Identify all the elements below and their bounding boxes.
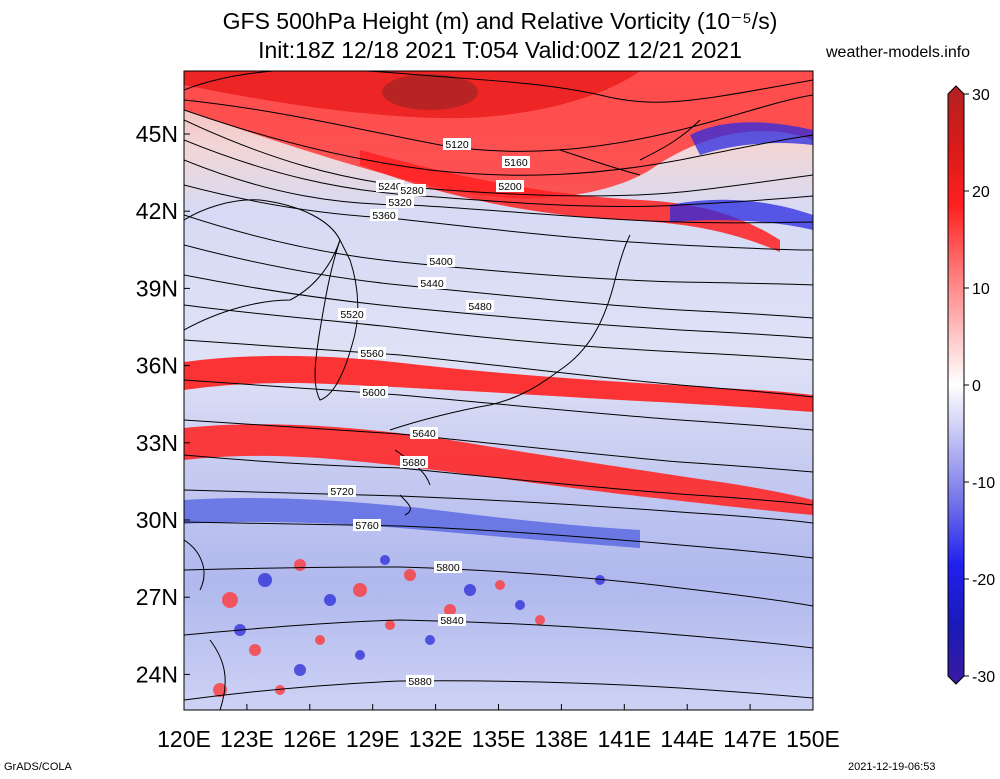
contour-label: 5240	[378, 181, 402, 193]
chart-subtitle: Init:18Z 12/18 2021 T:054 Valid:00Z 12/2…	[258, 37, 742, 63]
colorbar-tick-label: -20	[972, 572, 995, 589]
contour-label-bg	[418, 277, 446, 289]
colorbar-tick-label: -10	[972, 475, 995, 492]
contour-label: 5160	[504, 157, 528, 169]
x-tick-label: 126E	[283, 726, 337, 752]
y-axis: 45N 42N 39N 36N 33N 30N 27N 24N	[136, 121, 190, 687]
colorbar-tick-label: -30	[972, 669, 995, 686]
contour-label: 5760	[355, 520, 379, 532]
contour-label: 5120	[445, 139, 469, 151]
contour-label-bg	[496, 180, 524, 192]
contour-label-bg	[443, 138, 471, 150]
colorbar-tick-label: 0	[972, 378, 981, 395]
contour-label: 5680	[402, 457, 426, 469]
contour-label-bg	[398, 184, 426, 196]
contour-label: 5520	[340, 309, 364, 321]
x-axis: 120E 123E 126E 129E 132E 135E 138E 141E 144E 147E…	[157, 704, 840, 752]
contour-label: 5360	[372, 210, 396, 222]
contour-label: 5200	[498, 181, 522, 193]
x-tick-label: 141E	[597, 726, 651, 752]
contour-label-bg	[370, 209, 398, 221]
y-tick-label: 30N	[136, 507, 178, 533]
contour-label-bg	[360, 386, 388, 398]
footer-software: GrADS/COLA	[4, 761, 72, 773]
site-label: weather-models.info	[826, 44, 971, 61]
contour-label: 5440	[420, 278, 444, 290]
x-tick-label: 129E	[346, 726, 400, 752]
contour-label-bg	[502, 156, 530, 168]
colorbar-tick-label: 30	[972, 87, 990, 104]
contour-label-bg	[406, 675, 434, 687]
x-tick-label: 120E	[157, 726, 211, 752]
vorticity-field	[184, 71, 813, 710]
x-tick-label: 123E	[220, 726, 274, 752]
contour-label-bg	[427, 255, 455, 267]
contour-label: 5560	[360, 348, 384, 360]
contour-label-bg	[400, 456, 428, 468]
contour-label: 5880	[408, 676, 432, 688]
y-tick-label: 45N	[136, 121, 178, 147]
contour-label-bg	[466, 300, 494, 312]
contour-label: 5840	[440, 615, 464, 627]
x-tick-label: 147E	[723, 726, 777, 752]
contour-label: 5720	[330, 486, 354, 498]
colorbar-tick-label: 20	[972, 184, 990, 201]
y-tick-label: 24N	[136, 661, 178, 687]
contour-label: 5600	[362, 387, 386, 399]
contour-label-bg	[386, 196, 414, 208]
contour-label-bg	[376, 180, 404, 192]
x-tick-label: 150E	[786, 726, 840, 752]
contour-label: 5280	[400, 185, 424, 197]
contour-label: 5400	[429, 256, 453, 268]
x-tick-label: 138E	[535, 726, 589, 752]
y-tick-label: 36N	[136, 353, 178, 379]
contour-label: 5800	[436, 562, 460, 574]
contour-label-bg	[328, 485, 356, 497]
contour-label-bg	[410, 427, 438, 439]
contour-label-bg	[358, 347, 386, 359]
x-tick-label: 135E	[472, 726, 526, 752]
y-tick-label: 27N	[136, 584, 178, 610]
contour-label-bg	[338, 308, 366, 320]
contour-label-bg	[438, 614, 466, 626]
colorbar-bar	[947, 85, 965, 685]
y-tick-label: 42N	[136, 198, 178, 224]
height-contours	[184, 71, 813, 701]
contour-label-bg	[434, 561, 462, 573]
y-tick-label: 33N	[136, 430, 178, 456]
contour-label: 5480	[468, 301, 492, 313]
contour-label-bg	[353, 519, 381, 531]
colorbar-tick-label: 10	[972, 281, 990, 298]
chart-title: GFS 500hPa Height (m) and Relative Vorti…	[222, 8, 778, 34]
contour-label: 5640	[412, 428, 436, 440]
footer-timestamp: 2021-12-19-06:53	[848, 761, 936, 773]
contour-label: 5320	[388, 197, 412, 209]
x-tick-label: 132E	[409, 726, 463, 752]
x-tick-label: 144E	[660, 726, 714, 752]
colorbar: 30 20 10 0 -10 -20 -30	[947, 85, 995, 686]
y-tick-label: 39N	[136, 275, 178, 301]
